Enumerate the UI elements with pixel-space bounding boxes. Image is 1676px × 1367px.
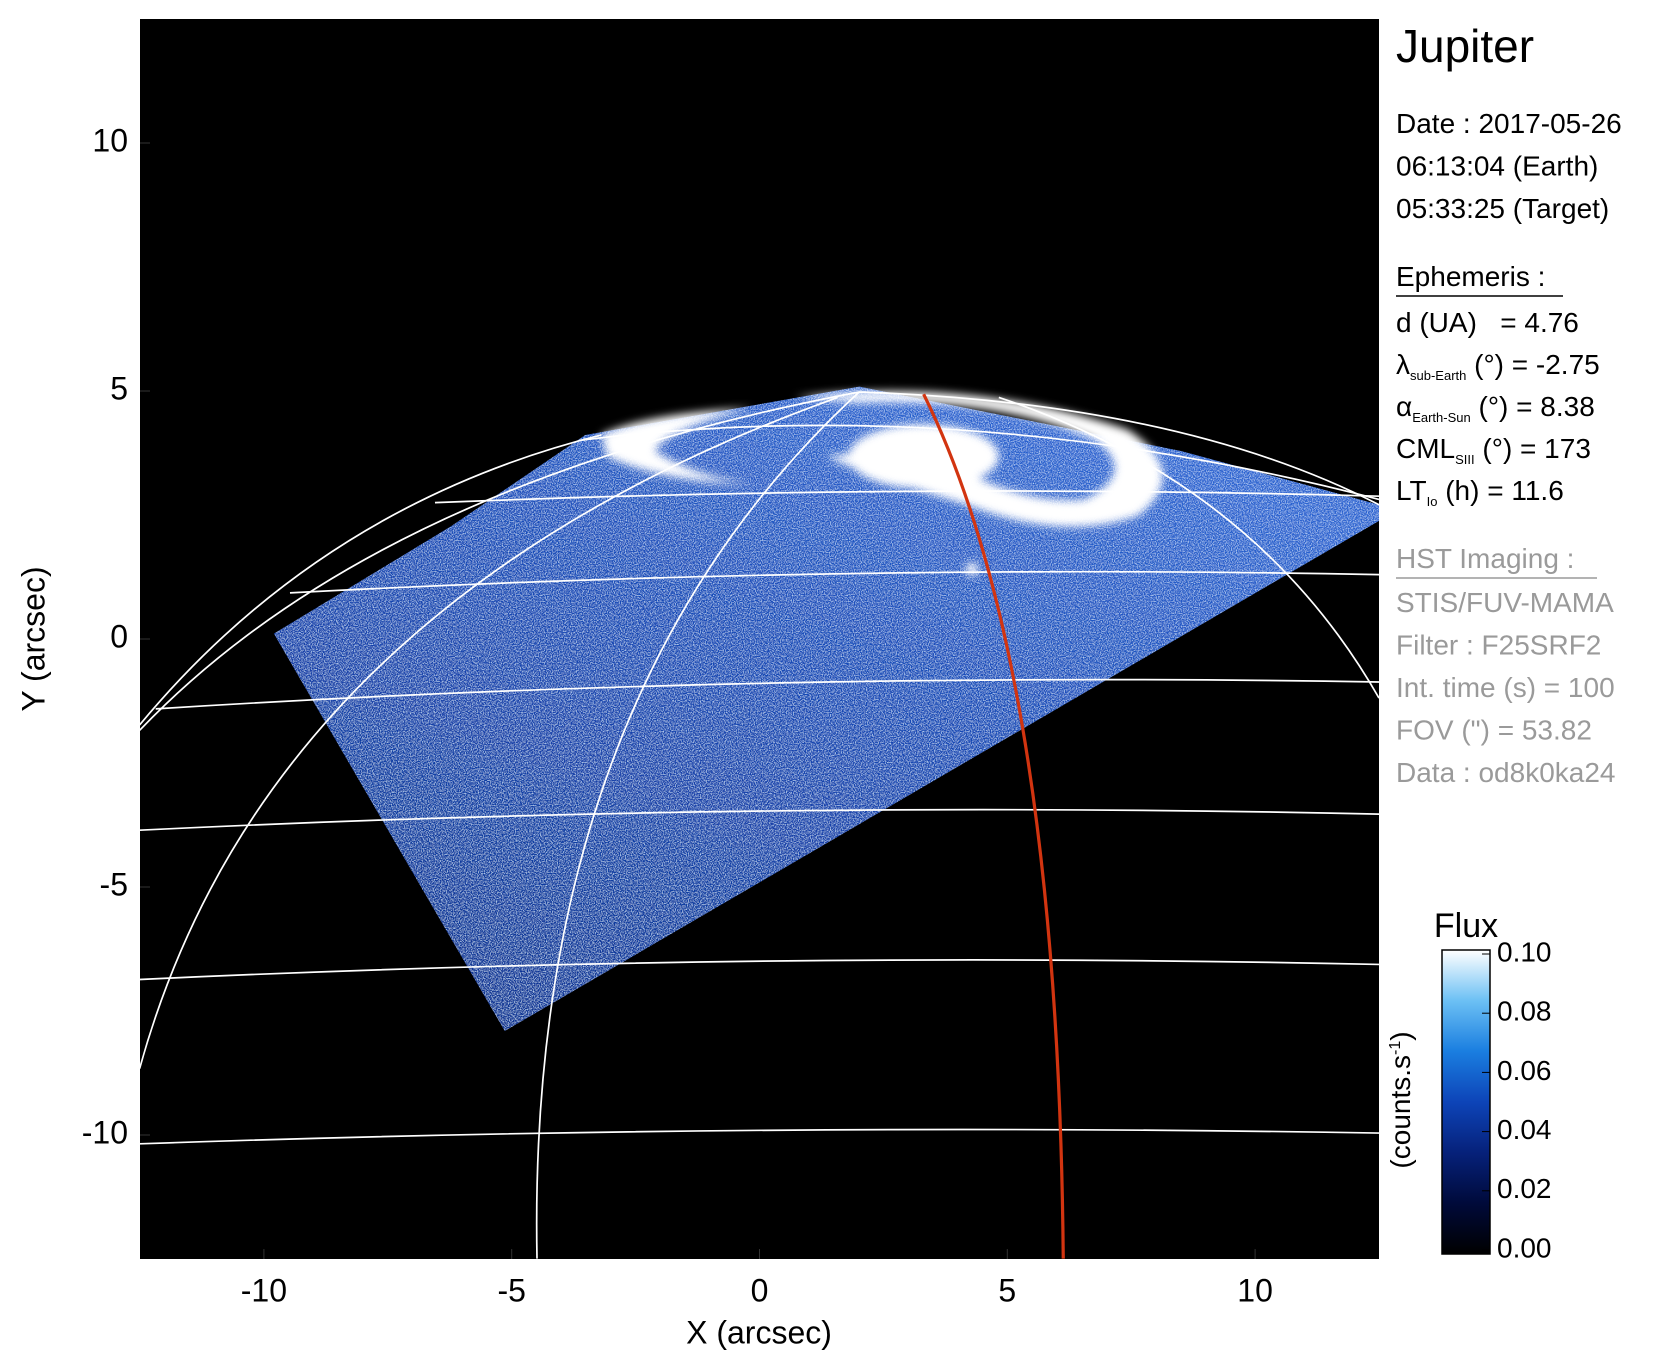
- unit-close: ): [1385, 1031, 1416, 1040]
- imaging-row: Filter : F25SRF2: [1396, 630, 1601, 661]
- panel-title: Jupiter: [1396, 20, 1534, 72]
- symbol: CML: [1396, 433, 1455, 464]
- value: = 4.76: [1477, 307, 1579, 338]
- value: (°) = 173: [1475, 433, 1591, 464]
- planetographic-grid: [139, 391, 1380, 1259]
- x-tick-label: 0: [751, 1272, 769, 1308]
- date-line: 05:33:25 (Target): [1396, 193, 1609, 224]
- x-axis-label: X (arcsec): [686, 1314, 832, 1350]
- disk-emission: [273, 386, 1380, 1032]
- colorbar: [1441, 949, 1491, 1255]
- y-tick-label: -10: [82, 1114, 128, 1150]
- symbol: LT: [1396, 475, 1427, 506]
- auroral-image: [139, 386, 1380, 1259]
- x-tick-label: -10: [241, 1272, 287, 1308]
- subscript: Earth-Sun: [1412, 410, 1471, 425]
- subscript: SIII: [1455, 452, 1475, 467]
- value: (°) = 8.38: [1471, 391, 1595, 422]
- colorbar-tick-label: 0.10: [1497, 936, 1552, 967]
- symbol: α: [1396, 391, 1412, 422]
- ephemeris-row: λsub-Earth (°) = -2.75: [1396, 349, 1600, 383]
- ephemeris-row: αEarth-Sun (°) = 8.38: [1396, 391, 1595, 425]
- subscript: sub-Earth: [1410, 368, 1466, 383]
- colorbar-unit: (counts.s-1): [1385, 1031, 1416, 1168]
- imaging-row: FOV (") = 53.82: [1396, 715, 1592, 746]
- ephemeris-heading: Ephemeris :: [1396, 261, 1545, 292]
- value: (°) = -2.75: [1466, 349, 1599, 380]
- x-tick-label: 5: [998, 1272, 1016, 1308]
- colorbar-tick-label: 0.06: [1497, 1055, 1552, 1086]
- imaging-row: STIS/FUV-MAMA: [1396, 587, 1614, 618]
- y-axis-label: Y (arcsec): [15, 566, 51, 711]
- y-tick-label: -5: [100, 866, 128, 902]
- unit-superscript: -1: [1387, 1041, 1404, 1055]
- date-line: 06:13:04 (Earth): [1396, 151, 1598, 182]
- colorbar-tick-label: 0.00: [1497, 1232, 1552, 1263]
- value: (h) = 11.6: [1437, 475, 1563, 506]
- x-tick-label: 10: [1237, 1272, 1273, 1308]
- colorbar-tick-label: 0.02: [1497, 1173, 1552, 1204]
- unit-text: (counts.s: [1385, 1055, 1416, 1169]
- subscript: Io: [1427, 494, 1438, 509]
- y-tick-label: 0: [110, 618, 128, 654]
- ephemeris-row: LTIo (h) = 11.6: [1396, 475, 1564, 509]
- ephemeris-row: d (UA) = 4.76: [1396, 307, 1579, 338]
- symbol: λ: [1396, 349, 1410, 380]
- imaging-row: Int. time (s) = 100: [1396, 672, 1615, 703]
- imaging-row: Data : od8k0ka24: [1396, 757, 1616, 788]
- date-line: Date : 2017-05-26: [1396, 108, 1622, 139]
- imaging-heading: HST Imaging :: [1396, 543, 1574, 574]
- colorbar-title: Flux: [1434, 907, 1498, 945]
- symbol: d (UA): [1396, 307, 1477, 338]
- y-tick-label: 5: [110, 370, 128, 406]
- y-tick-label: 10: [92, 122, 128, 158]
- ephemeris-row: CMLSIII (°) = 173: [1396, 433, 1591, 467]
- colorbar-tick-label: 0.04: [1497, 1114, 1552, 1145]
- x-tick-label: -5: [497, 1272, 525, 1308]
- colorbar-tick-label: 0.08: [1497, 996, 1552, 1027]
- reference-meridian: [922, 393, 1065, 1259]
